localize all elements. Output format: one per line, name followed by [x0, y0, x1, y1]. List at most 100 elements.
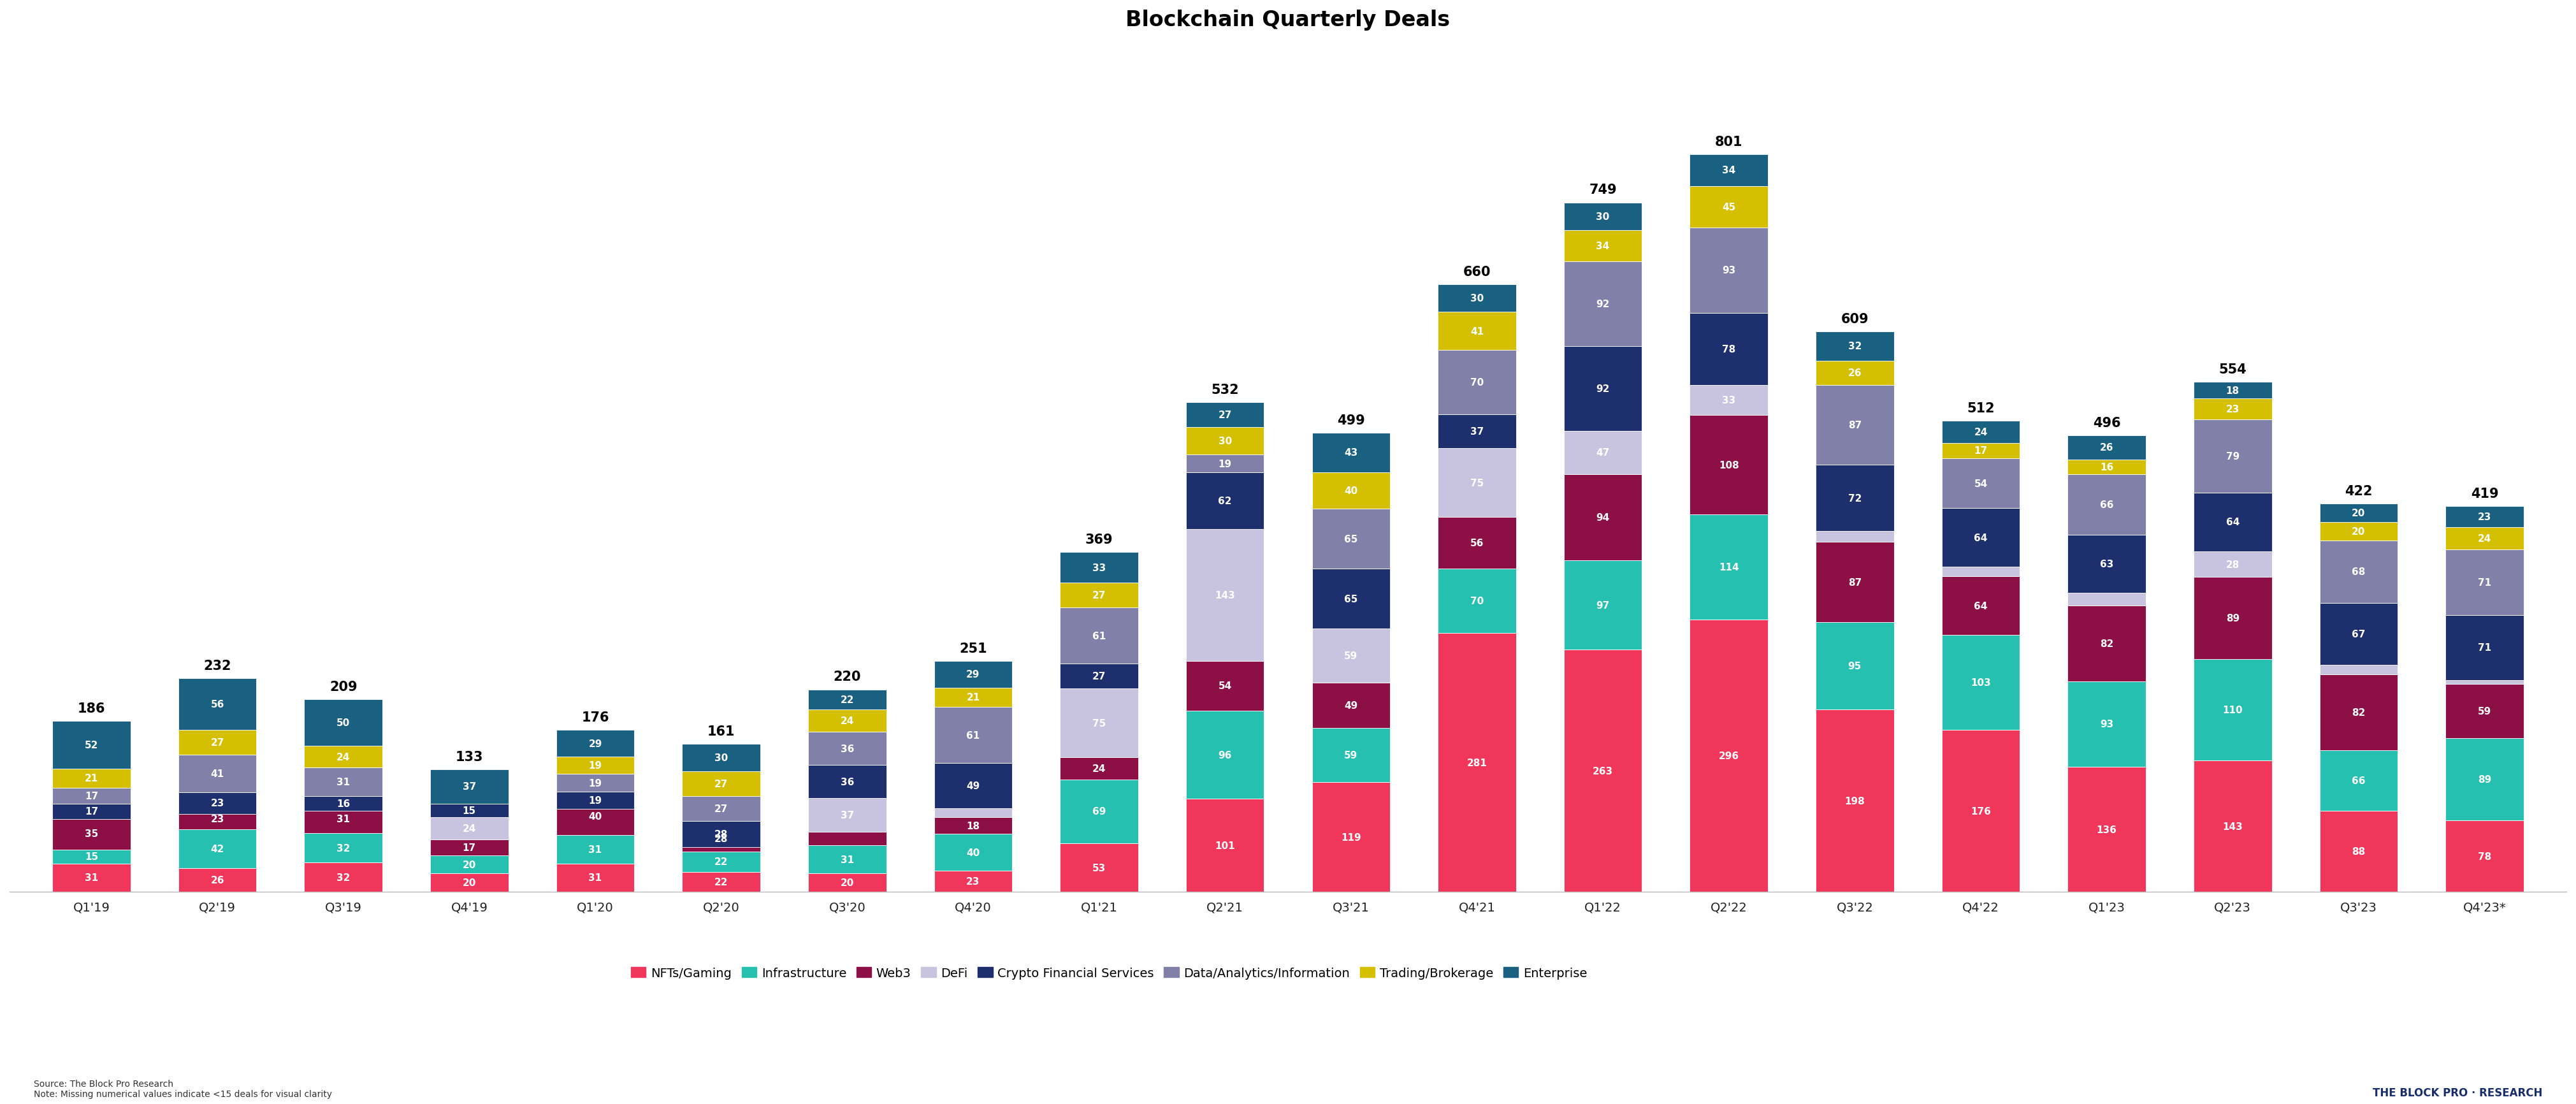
Text: 54: 54: [1218, 681, 1231, 691]
Bar: [1564, 475, 1641, 561]
Bar: [1059, 689, 1139, 757]
Bar: [556, 798, 634, 809]
Bar: [1564, 561, 1641, 650]
Text: 29: 29: [966, 670, 979, 679]
Bar: [2318, 665, 2398, 675]
Bar: [2195, 420, 2272, 492]
Text: 45: 45: [1723, 202, 1736, 212]
Text: 554: 554: [2218, 363, 2246, 375]
Text: 281: 281: [1466, 758, 1486, 767]
Text: 31: 31: [337, 814, 350, 824]
Bar: [52, 804, 131, 819]
Bar: [304, 746, 381, 768]
Text: 30: 30: [1218, 436, 1231, 446]
Text: 31: 31: [587, 845, 603, 854]
Text: 71: 71: [2478, 577, 2491, 587]
Bar: [1185, 403, 1265, 427]
Bar: [304, 768, 381, 796]
Bar: [809, 765, 886, 798]
Text: 59: 59: [1345, 751, 1358, 761]
Bar: [430, 769, 507, 804]
Text: 24: 24: [464, 824, 477, 834]
Bar: [1690, 514, 1767, 619]
Text: 26: 26: [2099, 443, 2112, 453]
Bar: [1564, 431, 1641, 475]
Text: 21: 21: [966, 692, 979, 702]
Text: 110: 110: [2223, 705, 2244, 714]
Bar: [1059, 608, 1139, 664]
Bar: [430, 840, 507, 856]
Bar: [2195, 552, 2272, 577]
Bar: [1816, 331, 1893, 361]
Text: 143: 143: [1216, 591, 1234, 601]
Text: 17: 17: [464, 842, 477, 852]
Text: 29: 29: [587, 739, 603, 749]
Bar: [178, 808, 258, 829]
Bar: [1311, 683, 1391, 729]
Bar: [1185, 427, 1265, 455]
Text: 34: 34: [1723, 166, 1736, 176]
Text: 251: 251: [958, 641, 987, 655]
Bar: [935, 688, 1012, 708]
Bar: [1185, 473, 1265, 530]
Bar: [1564, 347, 1641, 431]
Text: 17: 17: [85, 792, 98, 800]
Text: 56: 56: [1471, 539, 1484, 549]
Text: 63: 63: [2099, 560, 2112, 569]
Bar: [178, 730, 258, 755]
Bar: [935, 661, 1012, 688]
Text: 30: 30: [1597, 212, 1610, 222]
Text: 62: 62: [1218, 497, 1231, 506]
Text: 96: 96: [1218, 751, 1231, 760]
Bar: [1059, 664, 1139, 689]
Bar: [556, 730, 634, 757]
Text: 36: 36: [840, 744, 855, 753]
Bar: [1816, 542, 1893, 623]
Text: 27: 27: [211, 737, 224, 747]
Text: 176: 176: [582, 711, 608, 724]
Bar: [1690, 619, 1767, 892]
Text: 66: 66: [2352, 776, 2365, 786]
Text: 108: 108: [1718, 460, 1739, 470]
Text: 133: 133: [456, 751, 484, 763]
Text: 87: 87: [1847, 421, 1862, 429]
Text: 70: 70: [1471, 378, 1484, 388]
Bar: [2445, 820, 2524, 892]
Text: 59: 59: [2478, 707, 2491, 716]
Bar: [1059, 779, 1139, 843]
Text: 92: 92: [1597, 299, 1610, 309]
Text: 54: 54: [1973, 479, 1989, 488]
Bar: [2445, 528, 2524, 550]
Text: 28: 28: [714, 829, 729, 839]
Bar: [304, 805, 381, 834]
Text: 263: 263: [1592, 766, 1613, 776]
Bar: [1437, 448, 1517, 518]
Text: 186: 186: [77, 702, 106, 714]
Text: 19: 19: [1218, 459, 1231, 468]
Bar: [1942, 509, 2020, 567]
Text: 17: 17: [1973, 446, 1989, 456]
Bar: [683, 772, 760, 796]
Bar: [935, 871, 1012, 892]
Bar: [2445, 684, 2524, 739]
Text: 16: 16: [337, 799, 350, 808]
Bar: [2445, 739, 2524, 820]
Text: 78: 78: [2478, 851, 2491, 861]
Bar: [1690, 155, 1767, 187]
Text: 64: 64: [1973, 533, 1989, 543]
Bar: [1942, 443, 2020, 458]
Text: 136: 136: [2097, 825, 2117, 835]
Text: 79: 79: [2226, 452, 2239, 461]
Bar: [430, 818, 507, 840]
Bar: [683, 821, 760, 847]
Bar: [809, 798, 886, 832]
Bar: [1564, 231, 1641, 262]
Text: 28: 28: [714, 834, 729, 843]
Text: 28: 28: [2226, 560, 2239, 570]
Bar: [1942, 458, 2020, 509]
Text: 89: 89: [2478, 775, 2491, 784]
Text: 93: 93: [2099, 720, 2112, 729]
Bar: [52, 850, 131, 863]
Bar: [2318, 603, 2398, 665]
Bar: [2445, 680, 2524, 684]
